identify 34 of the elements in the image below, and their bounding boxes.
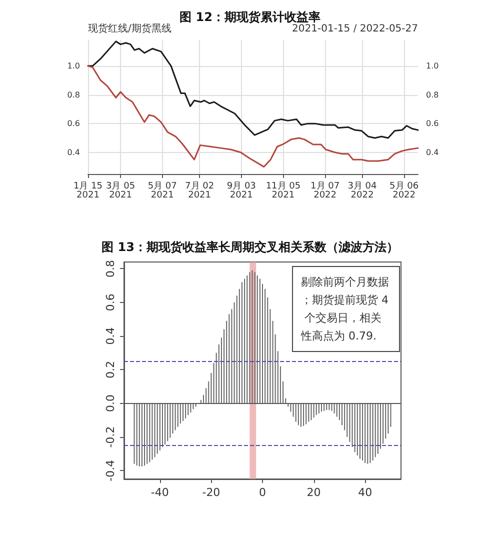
y-tick-label: 0.8 — [104, 260, 117, 278]
x-tick-label: 0 — [259, 486, 266, 499]
y2-tick-label: 1.0 — [426, 61, 439, 70]
x-tick-label: 3月 05 2021 — [106, 182, 136, 200]
y-tick-label: -0.2 — [104, 426, 117, 448]
y-tick-label: 1.0 — [67, 61, 80, 70]
y2-tick-label: 0.6 — [426, 119, 439, 128]
x-tick-label: 1月 15 2021 — [73, 182, 103, 200]
y-tick-label: 0.0 — [104, 394, 117, 412]
y-tick-label: 0.6 — [104, 294, 117, 312]
y2-tick-label: 0.4 — [426, 148, 439, 157]
text: 现货红线/期货黑线 — [88, 22, 172, 34]
y-tick-label: 0.4 — [104, 327, 117, 345]
y-tick-label: -0.4 — [104, 460, 117, 482]
chart-title: 图 13：期现货收益率长周期交叉相关系数（滤波方法） — [102, 240, 398, 254]
x-tick-label: 9月 03 2021 — [226, 182, 256, 200]
x-tick-label: 11月 05 2021 — [266, 182, 301, 200]
annotation: 剔除前两个月数据；期货提前现货 4 个交易日，相关性高点为 0.79. — [300, 276, 389, 342]
y-tick-label: 0.2 — [104, 360, 117, 378]
x-tick-label: 20 — [306, 486, 321, 499]
y2-tick-label: 0.8 — [426, 90, 439, 100]
y-tick-label: 0.8 — [67, 90, 80, 100]
y-tick-label: 0.6 — [67, 119, 80, 128]
x-tick-label: 3月 04 2022 — [348, 182, 378, 200]
text: 2021-01-15 / 2022-05-27 — [292, 24, 418, 34]
x-tick-label: 5月 07 2021 — [148, 182, 177, 200]
x-tick-label: 7月 02 2021 — [185, 182, 214, 200]
chart-title: 图 12：期现货累计收益率 — [180, 10, 320, 24]
x-tick-label: 5月 06 2022 — [390, 182, 419, 200]
x-tick-label: -40 — [150, 486, 169, 499]
x-tick-label: 40 — [358, 486, 372, 499]
x-tick-label: 1月 07 2022 — [310, 182, 340, 200]
x-tick-label: -20 — [202, 486, 220, 499]
y-tick-label: 0.4 — [67, 148, 80, 157]
